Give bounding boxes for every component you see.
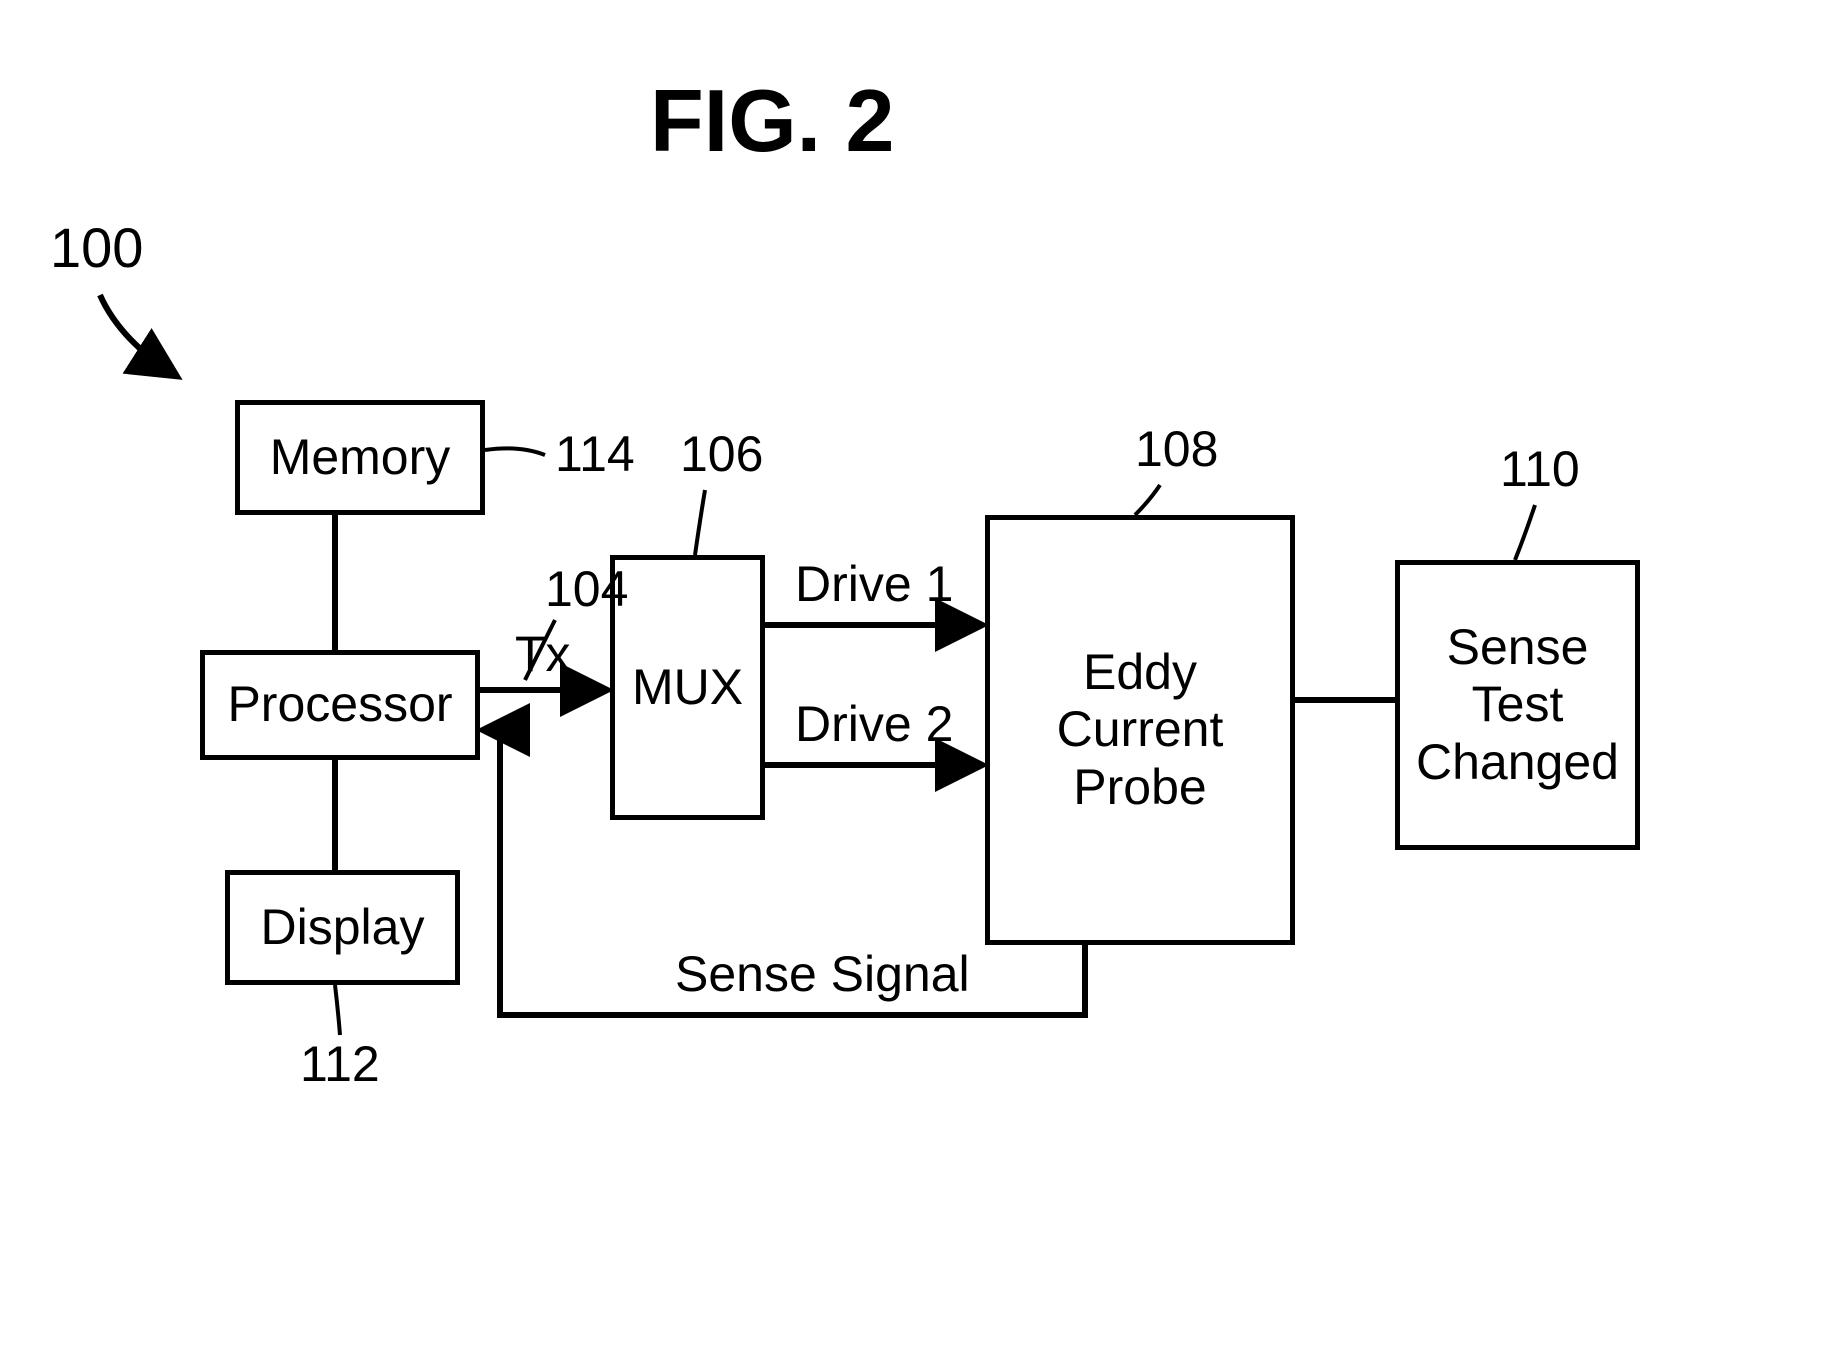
leader-108: [1135, 485, 1160, 515]
mux-box: MUX: [610, 555, 765, 820]
memory-box: Memory: [235, 400, 485, 515]
leader-110: [1515, 505, 1535, 560]
leader-114: [485, 448, 545, 455]
diagram-canvas: FIG. 2 100 Memory Processor Display MUX …: [0, 0, 1825, 1356]
tx-label: Tx: [515, 625, 571, 683]
ref-108: 108: [1135, 420, 1218, 478]
drive1-label: Drive 1: [795, 555, 953, 613]
ref-114: 114: [555, 425, 635, 483]
processor-box: Processor: [200, 650, 480, 760]
leader-106: [695, 490, 705, 555]
figure-title: FIG. 2: [650, 70, 895, 172]
display-box: Display: [225, 870, 460, 985]
ref-106: 106: [680, 425, 763, 483]
sense-signal-label: Sense Signal: [675, 945, 970, 1003]
drive2-label: Drive 2: [795, 695, 953, 753]
ref-100: 100: [50, 215, 143, 280]
ref-112: 112: [300, 1035, 380, 1093]
ref-110: 110: [1500, 440, 1580, 498]
eddy-current-probe-box: Eddy Current Probe: [985, 515, 1295, 945]
leader-112: [335, 985, 340, 1035]
ref-104: 104: [545, 560, 628, 618]
sense-test-changed-box: Sense Test Changed: [1395, 560, 1640, 850]
ref-100-arrow: [100, 295, 175, 375]
